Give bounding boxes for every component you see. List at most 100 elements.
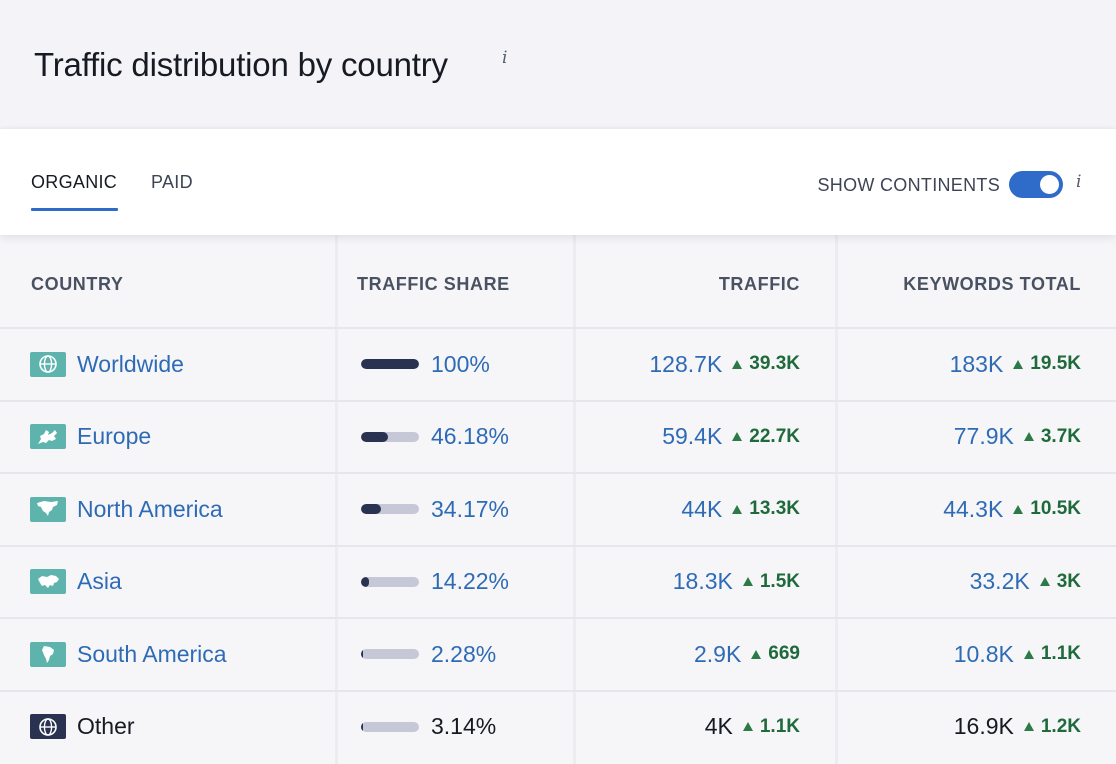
keywords-value[interactable]: 44.3K	[943, 495, 1004, 522]
column-header-traffic-share[interactable]: TRAFFIC SHARE	[357, 274, 510, 294]
country-name[interactable]: South America	[77, 640, 227, 667]
title-info-icon[interactable]: i	[502, 48, 508, 68]
column-header-keywords-total[interactable]: KEYWORDS TOTAL	[903, 274, 1081, 294]
widget-header: Traffic distribution by country i	[0, 0, 1116, 128]
column-divider	[835, 235, 838, 764]
up-triangle-icon	[1013, 504, 1024, 514]
keywords-delta-value: 3.7K	[1040, 425, 1081, 447]
keywords-cell: 33.2K 3K	[970, 547, 1081, 617]
keywords-delta-value: 3K	[1056, 570, 1081, 592]
traffic-delta-value: 22.7K	[749, 425, 800, 447]
keywords-cell: 10.8K 1.1K	[954, 619, 1081, 689]
traffic-delta-value: 669	[768, 643, 800, 664]
traffic-delta: 669	[751, 643, 800, 665]
country-cell: South America	[30, 619, 227, 689]
keywords-value[interactable]: 10.8K	[953, 640, 1014, 667]
page-title: Traffic distribution by country	[34, 46, 448, 83]
traffic-delta-value: 39.3K	[749, 353, 800, 374]
traffic-delta-value: 1.5K	[759, 570, 800, 592]
table-row: South America 2.28% 2.9K 669 10.8K 1.1K	[0, 617, 1116, 689]
share-value: 46.18%	[431, 423, 510, 449]
keywords-cell: 16.9K 1.2K	[954, 692, 1081, 762]
keywords-delta: 19.5K	[1013, 353, 1081, 375]
traffic-value[interactable]: 18.3K	[672, 568, 733, 594]
up-triangle-icon	[1023, 722, 1034, 731]
up-triangle-icon	[732, 359, 743, 369]
traffic-share-cell: 34.17%	[361, 474, 509, 544]
tab-organic[interactable]: ORGANIC	[31, 172, 118, 192]
keywords-delta: 3.7K	[1023, 425, 1081, 448]
traffic-value[interactable]: 59.4K	[662, 423, 723, 449]
up-triangle-icon	[732, 432, 743, 441]
share-bar-fill	[361, 649, 363, 659]
column-divider	[573, 235, 576, 764]
share-value: 100%	[431, 350, 490, 377]
share-bar-fill	[361, 431, 388, 442]
keywords-value[interactable]: 33.2K	[969, 568, 1030, 594]
country-cell: Other	[30, 692, 135, 762]
country-name: Other	[77, 713, 135, 739]
share-bar-fill	[361, 721, 363, 732]
up-triangle-icon	[742, 577, 753, 586]
up-triangle-icon	[1039, 577, 1050, 586]
tab-bar: ORGANIC PAID SHOW CONTINENTS i	[0, 129, 1116, 235]
globe-icon	[30, 714, 66, 739]
country-name[interactable]: Asia	[77, 568, 122, 594]
share-value: 2.28%	[431, 640, 497, 667]
traffic-cell: 4K 1.1K	[705, 692, 800, 762]
traffic-share-cell: 14.22%	[361, 547, 509, 617]
share-value: 3.14%	[431, 713, 497, 739]
country-cell: North America	[30, 474, 223, 544]
share-bar	[361, 721, 419, 732]
up-triangle-icon	[1023, 432, 1034, 441]
table-row: Worldwide 100% 128.7K 39.3K 183K 19.5K	[0, 327, 1116, 399]
tab-paid[interactable]: PAID	[151, 172, 193, 192]
toggle-info-icon[interactable]: i	[1076, 172, 1082, 192]
up-triangle-icon	[1013, 359, 1024, 369]
traffic-delta-value: 1.1K	[759, 715, 800, 737]
share-value: 34.17%	[431, 495, 510, 522]
asia-map-icon	[30, 569, 66, 594]
show-continents-label: SHOW CONTINENTS	[817, 175, 1000, 195]
keywords-cell: 183K 19.5K	[950, 329, 1081, 399]
column-header-traffic[interactable]: TRAFFIC	[718, 274, 800, 294]
south-america-map-icon	[30, 641, 66, 667]
country-cell: Asia	[30, 547, 122, 617]
traffic-delta: 1.5K	[742, 570, 800, 593]
country-name[interactable]: Worldwide	[77, 350, 184, 377]
traffic-delta: 39.3K	[732, 353, 800, 375]
country-table: COUNTRY TRAFFIC SHARE TRAFFIC KEYWORDS T…	[0, 235, 1116, 764]
up-triangle-icon	[1023, 649, 1034, 659]
up-triangle-icon	[742, 722, 753, 731]
keywords-cell: 77.9K 3.7K	[954, 402, 1081, 472]
table-row: Europe 46.18% 59.4K 22.7K 77.9K 3.7K	[0, 399, 1116, 472]
country-name[interactable]: North America	[77, 495, 223, 522]
north-america-map-icon	[30, 496, 66, 522]
share-bar-fill	[361, 359, 419, 369]
traffic-share-cell: 46.18%	[361, 402, 509, 472]
toggle-knob	[1040, 175, 1059, 194]
keywords-delta: 10.5K	[1013, 498, 1081, 520]
globe-icon	[30, 351, 66, 377]
column-header-country[interactable]: COUNTRY	[31, 274, 124, 294]
keywords-delta: 1.1K	[1023, 643, 1081, 665]
keywords-delta-value: 1.1K	[1040, 643, 1081, 664]
country-name[interactable]: Europe	[77, 423, 152, 449]
keywords-delta-value: 1.2K	[1040, 715, 1081, 737]
share-bar-fill	[361, 576, 369, 587]
show-continents-toggle[interactable]	[1009, 171, 1063, 198]
traffic-value[interactable]: 128.7K	[649, 350, 723, 377]
traffic-value: 4K	[704, 713, 733, 739]
share-bar	[361, 504, 419, 514]
traffic-delta: 22.7K	[732, 426, 800, 448]
keywords-delta-value: 19.5K	[1030, 353, 1081, 374]
up-triangle-icon	[751, 649, 762, 659]
traffic-value[interactable]: 2.9K	[693, 640, 742, 667]
traffic-value[interactable]: 44K	[681, 495, 723, 522]
keywords-value[interactable]: 183K	[949, 350, 1004, 377]
traffic-cell: 18.3K 1.5K	[673, 547, 800, 617]
traffic-cell: 44K 13.3K	[681, 474, 800, 544]
keywords-value[interactable]: 77.9K	[953, 423, 1014, 449]
country-cell: Europe	[30, 402, 151, 472]
